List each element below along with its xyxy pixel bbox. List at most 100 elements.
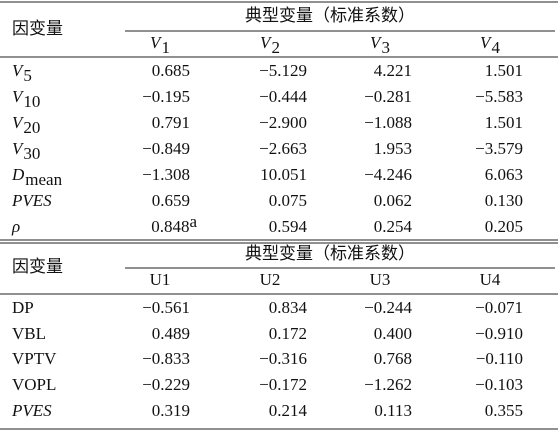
cell-value: 0.254 [374, 217, 413, 236]
label-base: VBL [12, 324, 46, 343]
cell-value: 0.355 [485, 401, 523, 420]
cell-value: −4.246 [364, 165, 412, 184]
cell-value: −0.833 [142, 349, 190, 368]
cell-value: −1.308 [142, 165, 190, 184]
label-base: U3 [370, 270, 391, 289]
cell-value: −0.561 [142, 298, 190, 317]
label-subscript: 1 [161, 38, 170, 57]
label-subscript: mean [25, 170, 62, 189]
label-base: VPTV [12, 349, 57, 368]
cell-label: V10 [12, 87, 40, 111]
label-base: V [260, 33, 273, 52]
cell-value: 0.594 [269, 217, 308, 236]
cell-value: −0.281 [364, 87, 412, 106]
cell-value: −0.195 [142, 87, 190, 106]
cell-label: VPTV [12, 349, 57, 368]
cell-value: 10.051 [260, 165, 307, 184]
cell-label: DP [12, 298, 34, 317]
cell-value: 0.768 [374, 349, 412, 368]
label-subscript: 2 [271, 38, 280, 57]
cell-label: U3 [370, 270, 391, 289]
cell-value: −0.910 [475, 324, 523, 343]
cell-value: −0.316 [259, 349, 307, 368]
cell-value: 0.400 [374, 324, 412, 343]
cell-label: V5 [12, 61, 32, 85]
cell-label: V30 [12, 139, 40, 163]
cell-value: 0.791 [152, 113, 190, 132]
label-base: V [12, 61, 25, 80]
cell-value: 0.172 [269, 324, 307, 343]
cell-value: 0.489 [152, 324, 190, 343]
cell-label: U2 [260, 270, 281, 289]
cell-value: 0.319 [152, 401, 190, 420]
label-base: V [150, 33, 163, 52]
cell-value: −2.900 [259, 113, 307, 132]
cell-value: 4.221 [374, 61, 412, 80]
cell-value: −0.071 [475, 298, 523, 317]
label-base: D [11, 165, 25, 184]
label-base: VOPL [12, 375, 56, 394]
cell-label: V20 [12, 113, 40, 137]
cell-value: 0.834 [269, 298, 308, 317]
label-base: U2 [260, 270, 281, 289]
group-header: 典型变量（标准系数） [245, 244, 415, 263]
cell-value: −5.129 [259, 61, 307, 80]
cell-value: −0.172 [259, 375, 307, 394]
label-subscript: 3 [381, 38, 390, 57]
cell-value: 1.501 [485, 61, 523, 80]
cell-label: PVES [11, 401, 52, 420]
cell-value: −5.583 [475, 87, 523, 106]
row-header: 因变量 [12, 19, 63, 38]
cell-value: −1.088 [364, 113, 412, 132]
label-subscript: 20 [23, 118, 40, 137]
cell-label: U4 [480, 270, 501, 289]
cell-value: −3.579 [475, 139, 523, 158]
cell-value: −1.262 [364, 375, 412, 394]
label-base: V [480, 33, 493, 52]
cell-value: 0.130 [485, 191, 523, 210]
label-subscript: 5 [23, 66, 32, 85]
cell-label: ρ [11, 217, 20, 236]
cell-label: V2 [260, 33, 280, 57]
label-base: U1 [150, 270, 171, 289]
cell-value: 0.075 [269, 191, 307, 210]
label-subscript: 4 [491, 38, 500, 57]
cell-value: −0.849 [142, 139, 190, 158]
label-base: PVES [11, 401, 52, 420]
label-base: PVES [11, 191, 52, 210]
cell-value: −0.244 [364, 298, 412, 317]
cell-value: −0.229 [142, 375, 190, 394]
cell-label: V1 [150, 33, 170, 57]
label-base: V [12, 139, 25, 158]
cell-label: VOPL [12, 375, 56, 394]
group-header: 典型变量（标准系数） [245, 6, 415, 25]
label-base: V [370, 33, 383, 52]
cell-label: U1 [150, 270, 171, 289]
cell-value: 0.848a [151, 212, 197, 236]
cell-label: Dmean [11, 165, 63, 189]
cell-value: 0.205 [485, 217, 523, 236]
label-subscript: 30 [23, 144, 40, 163]
label-base: ρ [11, 217, 20, 236]
cell-value: 0.113 [374, 401, 412, 420]
cell-value: −2.663 [259, 139, 307, 158]
cell-value: 0.685 [152, 61, 190, 80]
cell-value: 6.063 [485, 165, 523, 184]
cell-value: −0.110 [476, 349, 523, 368]
label-base: V [12, 113, 25, 132]
label-subscript: 10 [23, 92, 40, 111]
cell-value: 0.214 [269, 401, 308, 420]
label-base: V [12, 87, 25, 106]
label-base: DP [12, 298, 34, 317]
cell-value: −0.103 [475, 375, 523, 394]
label-base: U4 [480, 270, 501, 289]
row-header: 因变量 [12, 257, 63, 276]
cell-value: 0.659 [152, 191, 190, 210]
footnote-mark: a [189, 212, 197, 231]
cell-value: 1.501 [485, 113, 523, 132]
cell-label: PVES [11, 191, 52, 210]
cell-label: V3 [370, 33, 390, 57]
cell-value: 0.062 [374, 191, 412, 210]
cell-label: V4 [480, 33, 500, 57]
